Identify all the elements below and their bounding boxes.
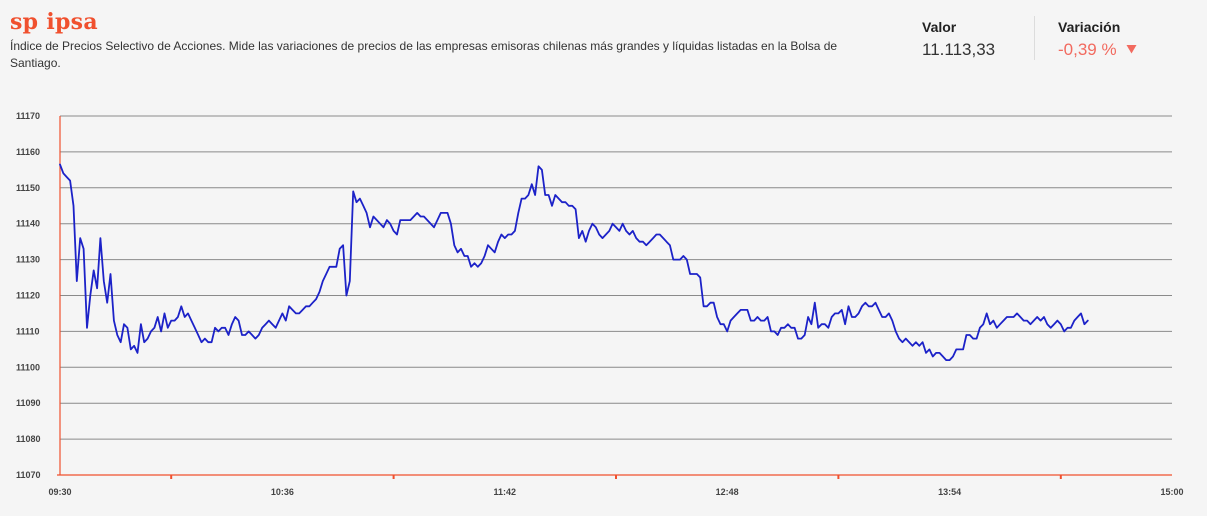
ipsa-line-chart: 11070 11080 11090 11100 11110 11120 11130 11140…: [16, 111, 1184, 497]
y-tick-label-11170: 11170: [16, 111, 40, 121]
grid-lines: [60, 115, 1172, 440]
series-layer: [59, 163, 1089, 362]
y-tick-label-11070: 11070: [16, 470, 41, 480]
x-tick-label-1500: 15:00: [1160, 487, 1183, 497]
y-tick-label-11130: 11130: [16, 255, 40, 265]
x-tick-label-1354: 13:54: [938, 487, 961, 497]
y-tick-label-11090: 11090: [16, 398, 41, 408]
y-tick-label-11120: 11120: [16, 291, 40, 301]
valor-stat: Valor 11.113,33: [922, 18, 995, 61]
x-axis-ticks: 09:30 10:36 11:42 12:48 13:54 15:00: [48, 487, 1183, 497]
valor-label: Valor: [922, 19, 957, 35]
stat-divider: [1034, 16, 1035, 60]
triangle-down-icon: [1126, 45, 1137, 54]
index-header: sp ipsa Índice de Precios Selectivo de A…: [0, 0, 1207, 84]
x-tick-label-1248: 12:48: [716, 487, 739, 497]
x-tick-label-0930: 09:30: [48, 487, 71, 497]
y-tick-label-11160: 11160: [16, 147, 40, 157]
index-title: sp ipsa: [10, 9, 98, 35]
axes: [57, 116, 1172, 479]
x-tick-label-1142: 11:42: [494, 487, 517, 497]
y-tick-label-11100: 11100: [16, 362, 40, 372]
y-tick-label-11140: 11140: [16, 219, 40, 229]
variacion-stat: Variación -0,39 %: [1058, 18, 1137, 61]
variacion-label: Variación: [1058, 19, 1121, 35]
valor-value: 11.113,33: [922, 40, 996, 59]
y-tick-label-11080: 11080: [16, 434, 41, 444]
variacion-value: -0,39 %: [1058, 40, 1117, 59]
y-axis-ticks: 11070 11080 11090 11100 11110 11120 11130 11140…: [16, 111, 41, 480]
series-line-0: [59, 163, 1089, 362]
y-tick-label-11110: 11110: [16, 326, 40, 336]
variacion-value-row: -0,39 %: [1058, 39, 1137, 61]
y-tick-label-11150: 11150: [16, 183, 40, 193]
index-description: Índice de Precios Selectivo de Acciones.…: [10, 39, 838, 70]
x-tick-label-1036: 10:36: [271, 487, 294, 497]
